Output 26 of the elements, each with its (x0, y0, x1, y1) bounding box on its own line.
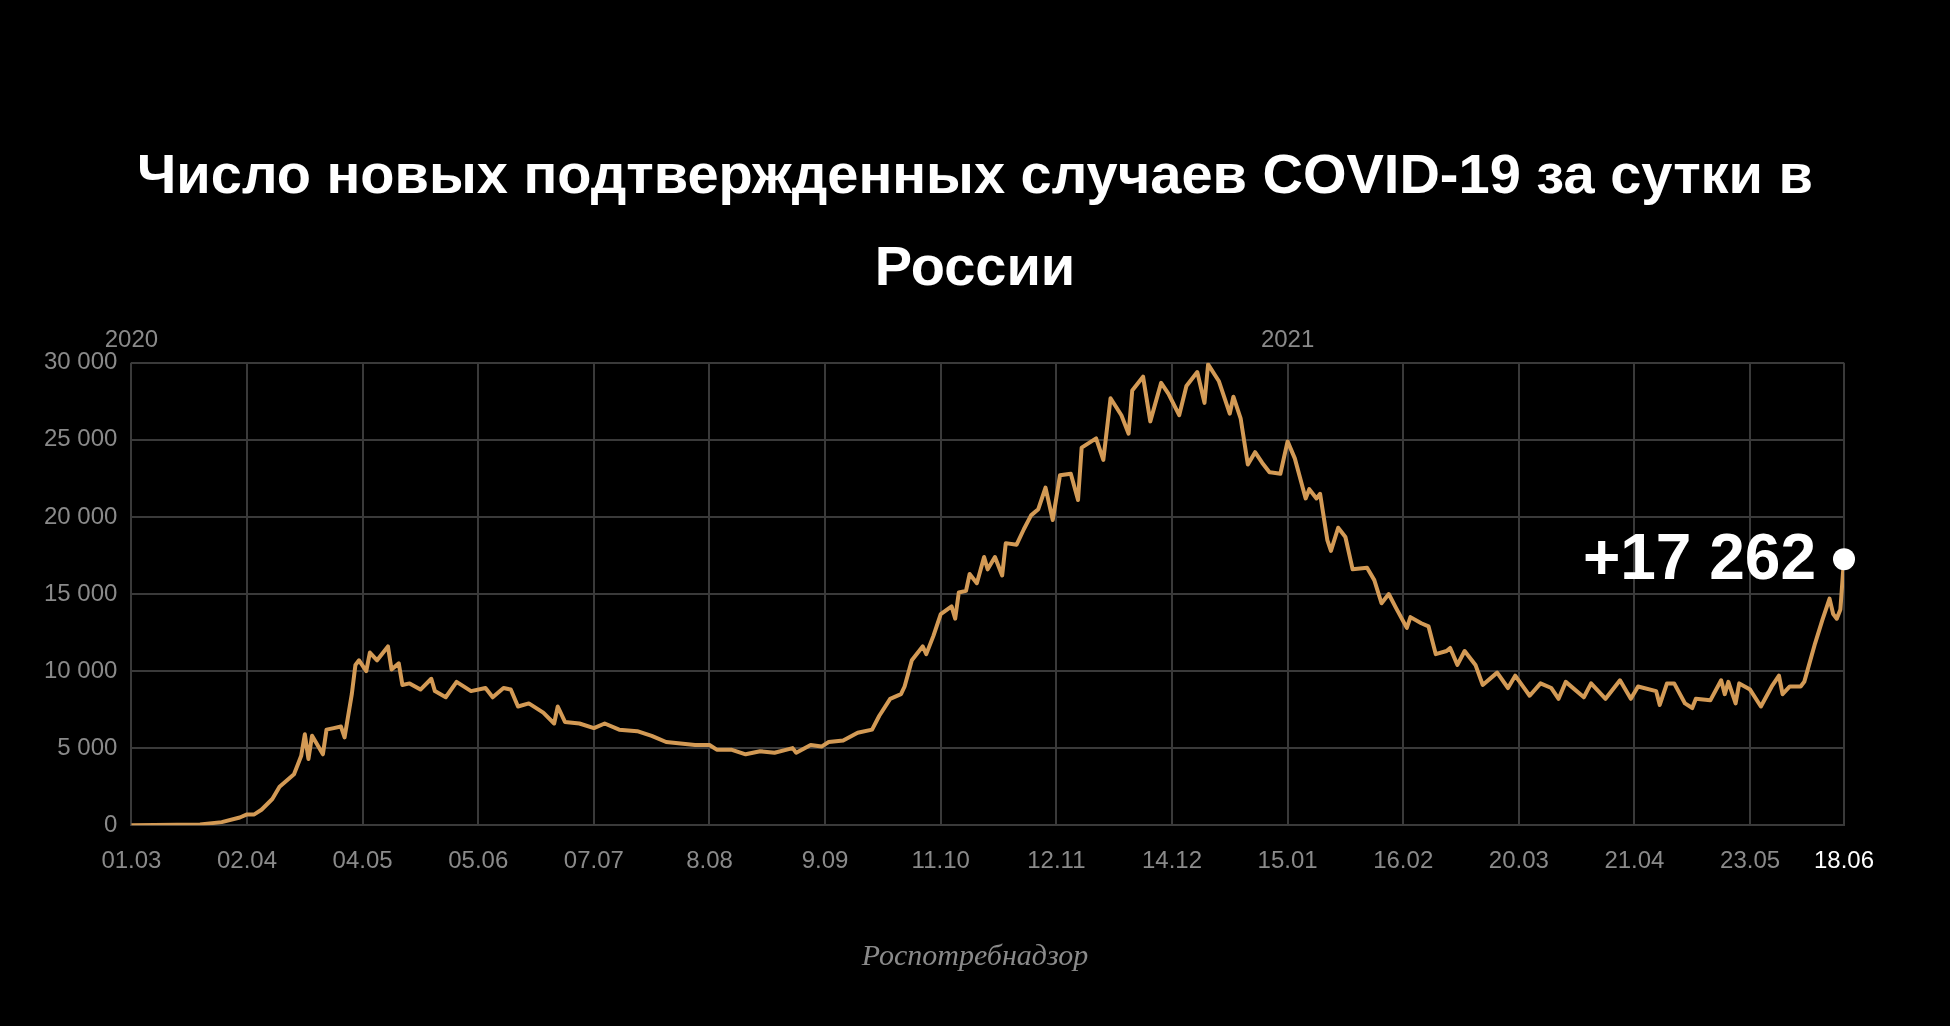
x-tick-label: 21.04 (1604, 846, 1665, 874)
x-tick-label: 01.03 (101, 846, 162, 874)
annotation: +17 262 (1582, 520, 1816, 593)
x-tick-label: 14.12 (1141, 846, 1202, 874)
x-tick-label: 11.10 (911, 846, 970, 874)
text: Роспотребнадзор (860, 938, 1090, 972)
x-tick-label: 9.09 (801, 846, 849, 874)
y-tick-label: 0 (104, 809, 118, 837)
y-tick-label: 5 000 (57, 732, 118, 760)
x-tick-label: 16.02 (1373, 846, 1434, 874)
x-tick-label: 15.01 (1257, 846, 1318, 874)
x-tick-label: 12.11 (1027, 846, 1086, 874)
y-tick-label: 10 000 (44, 655, 118, 683)
y-tick-label: 15 000 (44, 578, 118, 606)
x-tick-label: 23.05 (1720, 846, 1781, 874)
y-tick-label: 25 000 (44, 424, 118, 452)
y-tick-label: 20 000 (44, 501, 118, 529)
x-tick-label: 05.06 (448, 846, 509, 874)
x-tick-label: 07.07 (563, 846, 624, 874)
chart-title: Число новых подтвержденных случаев COVID-19 за сутки в России (135, 141, 1814, 299)
x-tick-label: 04.05 (332, 846, 393, 874)
x-tick-label: 02.04 (216, 846, 278, 874)
x2-tick-label: 2021 (1260, 325, 1315, 353)
x-tick-label: 18.06 (1813, 846, 1875, 874)
x-tick-label: 8.08 (686, 846, 733, 874)
x-tick-label: 20.03 (1488, 846, 1549, 874)
